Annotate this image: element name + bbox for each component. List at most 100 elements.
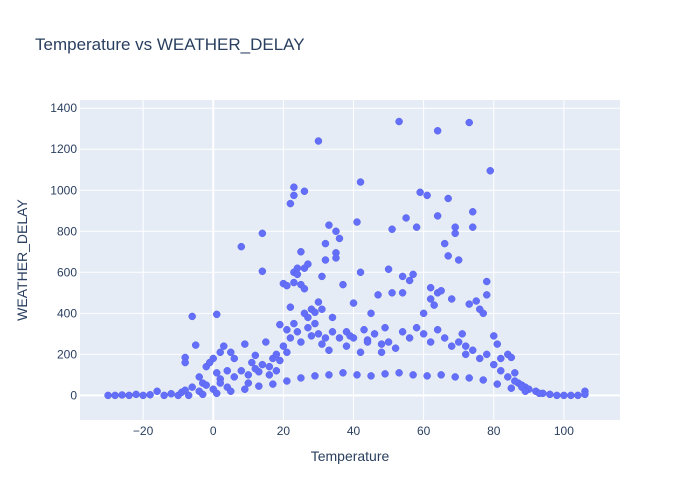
data-point xyxy=(321,256,330,264)
data-point xyxy=(237,242,246,251)
data-point xyxy=(574,391,582,400)
data-point xyxy=(472,297,480,305)
data-point xyxy=(567,391,575,400)
data-point xyxy=(258,360,267,369)
data-point xyxy=(490,360,498,369)
data-point xyxy=(511,377,519,385)
data-point xyxy=(258,229,267,238)
data-point xyxy=(363,338,372,346)
data-point xyxy=(311,319,319,328)
data-point xyxy=(118,391,126,399)
data-point xyxy=(202,381,210,389)
data-point xyxy=(325,221,333,229)
x-tick-label: 60 xyxy=(417,424,431,438)
data-point xyxy=(507,353,516,362)
data-point xyxy=(423,191,431,200)
y-tick-label: 400 xyxy=(57,306,77,320)
data-point xyxy=(286,334,295,342)
data-point xyxy=(265,362,274,371)
data-point xyxy=(251,364,260,373)
data-point xyxy=(314,298,323,306)
data-point xyxy=(332,227,340,236)
data-point xyxy=(388,225,396,233)
data-point xyxy=(374,291,382,299)
data-point xyxy=(220,342,228,350)
data-point xyxy=(490,332,498,340)
data-point xyxy=(195,373,203,381)
data-point xyxy=(409,270,417,279)
data-point xyxy=(160,391,168,400)
data-point xyxy=(398,272,407,281)
y-tick-label: 1400 xyxy=(50,101,77,115)
data-point xyxy=(483,350,491,359)
data-point xyxy=(412,323,421,332)
data-point xyxy=(405,276,414,285)
data-point xyxy=(181,358,189,367)
x-axis-title: Temperature xyxy=(311,448,390,464)
y-tick-label: 0 xyxy=(70,388,77,402)
data-point xyxy=(300,309,309,318)
data-point xyxy=(328,328,337,336)
data-point xyxy=(104,391,112,400)
data-point xyxy=(283,377,291,385)
x-tick-label: 40 xyxy=(347,424,361,438)
data-point xyxy=(560,391,568,400)
data-point xyxy=(167,389,175,398)
data-point xyxy=(227,348,235,357)
data-point xyxy=(416,188,424,197)
data-point xyxy=(483,277,491,286)
data-point xyxy=(297,374,305,382)
data-point xyxy=(198,390,207,399)
data-point xyxy=(335,234,344,243)
data-point xyxy=(468,346,477,355)
data-point xyxy=(293,328,302,336)
data-point xyxy=(433,212,442,220)
data-point xyxy=(339,369,347,377)
data-point xyxy=(213,310,221,319)
data-point xyxy=(486,167,495,175)
data-point xyxy=(332,254,340,262)
data-point xyxy=(328,313,337,322)
data-point xyxy=(384,265,393,273)
data-point xyxy=(377,340,386,348)
data-point xyxy=(367,309,375,318)
data-point xyxy=(475,354,484,363)
y-tick-label: 200 xyxy=(57,347,77,361)
data-point xyxy=(454,256,463,264)
data-point xyxy=(433,127,442,135)
data-point xyxy=(461,342,470,350)
data-point xyxy=(325,346,333,355)
data-point xyxy=(479,376,487,384)
x-tick-label: 20 xyxy=(277,424,291,438)
data-point xyxy=(272,367,281,375)
data-point xyxy=(444,252,452,260)
data-point xyxy=(426,338,435,346)
data-point xyxy=(290,191,298,200)
chart-title: Temperature vs WEATHER_DELAY xyxy=(35,35,305,54)
data-point xyxy=(307,332,316,340)
data-point xyxy=(230,354,239,363)
y-tick-label: 1000 xyxy=(50,183,77,197)
data-point xyxy=(283,348,291,357)
data-point xyxy=(356,178,365,186)
data-point xyxy=(276,356,284,365)
data-point xyxy=(398,328,407,336)
data-point xyxy=(483,291,491,299)
data-point xyxy=(430,301,438,309)
data-point xyxy=(405,334,414,342)
data-point xyxy=(111,391,119,400)
data-point xyxy=(468,208,477,216)
data-point xyxy=(465,300,473,308)
data-point xyxy=(132,390,140,399)
data-point xyxy=(546,390,554,399)
x-tick-label: 100 xyxy=(554,424,574,438)
x-tick-label: 0 xyxy=(210,424,217,438)
data-point xyxy=(244,371,253,379)
data-point xyxy=(227,387,235,396)
data-point xyxy=(451,373,459,381)
data-point xyxy=(300,284,309,293)
data-point xyxy=(458,330,466,338)
data-point xyxy=(188,312,196,321)
data-point xyxy=(314,137,323,145)
